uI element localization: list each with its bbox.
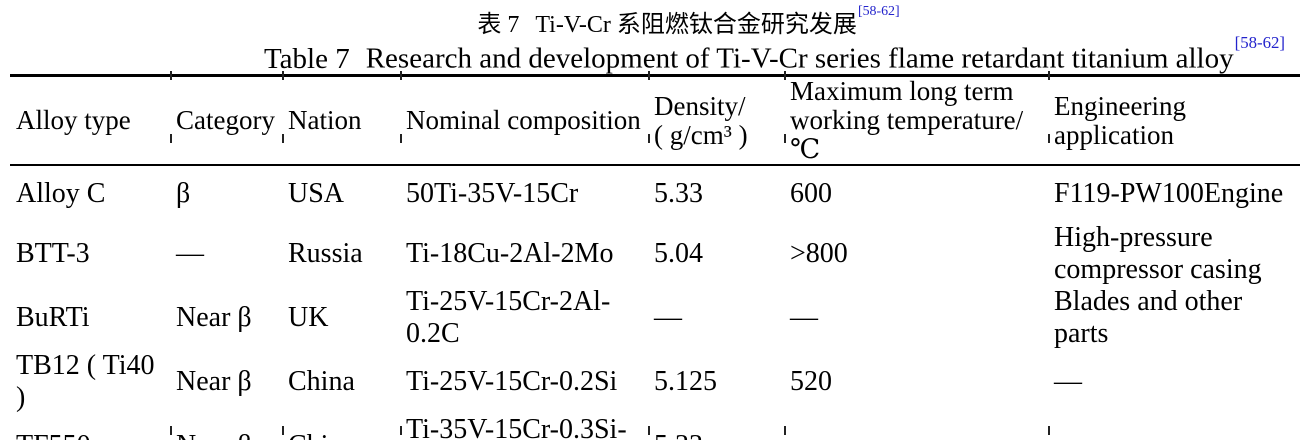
cell-nation: UK <box>288 302 329 333</box>
cell-category: Near β <box>176 366 252 397</box>
table-caption-en-text: Research and development of Ti-V-Cr seri… <box>365 42 1234 75</box>
cell-density: 5.33 <box>648 414 784 440</box>
column-tick <box>400 134 402 143</box>
cell-alloy-type: BuRTi <box>16 302 90 333</box>
table-caption-zh-text: Ti-V-Cr 系阻燃钛合金研究发展 <box>535 12 857 38</box>
cell-composition: Ti-18Cu-2Al-2Mo <box>406 238 614 269</box>
column-tick <box>784 71 786 80</box>
table-row-btt-3: BTT-3 — Russia Ti-18Cu-2Al-2Mo 5.04 >800… <box>10 222 1300 286</box>
cell-category: Near β <box>176 302 252 333</box>
table-row-tf550: TF550 Near β China Ti-35V-15Cr-0.3Si-0.1… <box>10 414 1300 440</box>
cell-alloy-type: TB12 ( Ti40 ) <box>16 350 155 413</box>
cell-max-temperature: 600 <box>790 178 832 209</box>
column-header-nominal-composition: Nominal composition <box>400 75 648 166</box>
cell-application: — <box>1054 366 1082 397</box>
column-tick <box>1048 71 1050 80</box>
header-label-line2: ( g/cm³ ) <box>654 119 748 150</box>
column-tick <box>170 134 172 143</box>
column-header-engineering-application: Engineering application <box>1048 75 1300 166</box>
column-tick <box>784 134 786 143</box>
header-label: Maximum long term <box>790 76 1014 106</box>
column-header-nation: Nation <box>282 75 400 166</box>
table-caption-zh: 表 7 Ti-V-Cr 系阻燃钛合金研究发展[58-62] <box>0 4 1309 39</box>
cell-nation: China <box>282 414 400 440</box>
cell-nation: China <box>288 366 355 397</box>
header-label: Nation <box>288 105 362 135</box>
header-label: Density/ <box>654 90 746 121</box>
table-row-burti: BuRTi Near β UK Ti-25V-15Cr-2Al-0.2C — —… <box>10 286 1300 350</box>
cell-category: β <box>176 178 191 209</box>
alloy-table-wrap: Alloy type Category Nation Nominal compo… <box>10 74 1300 440</box>
header-label-line2: working temperature/℃ <box>790 105 1024 164</box>
cell-max-temperature: >800 <box>790 238 848 269</box>
table-row-alloy-c: Alloy C β USA 50Ti-35V-15Cr 5.33 600 F11… <box>10 165 1300 222</box>
column-tick <box>400 426 402 435</box>
cell-alloy-type: Alloy C <box>16 178 106 209</box>
cell-max-temperature: 520 <box>790 366 832 397</box>
cell-application: F119-PW100Engine <box>1054 178 1284 209</box>
header-label: Alloy type <box>16 105 131 135</box>
cell-application: Blades and other parts <box>1054 286 1243 349</box>
cell-nation: Russia <box>288 238 363 269</box>
header-label: Nominal composition <box>406 105 641 135</box>
cell-alloy-type: BTT-3 <box>16 238 90 269</box>
alloy-table: Alloy type Category Nation Nominal compo… <box>10 74 1300 440</box>
column-header-max-working-temperature: Maximum long term working temperature/℃ <box>784 75 1048 166</box>
table-number-en: Table 7 <box>263 42 350 75</box>
column-tick <box>400 71 402 80</box>
cell-alloy-type: TF550 <box>10 414 170 440</box>
column-tick <box>282 426 284 435</box>
column-tick <box>784 426 786 435</box>
cell-density: 5.04 <box>654 238 703 269</box>
cell-max-temperature: — <box>784 414 1048 440</box>
cell-max-temperature: — <box>790 302 818 333</box>
cell-density: 5.125 <box>654 366 717 397</box>
cell-application: High-pressure compressor casing <box>1054 222 1262 285</box>
header-row: Alloy type Category Nation Nominal compo… <box>10 75 1300 166</box>
table-number-zh: 表 7 <box>477 12 520 38</box>
cell-composition: Ti-25V-15Cr-0.2Si <box>406 366 618 397</box>
column-tick <box>1048 134 1050 143</box>
cell-category: Near β <box>170 414 282 440</box>
column-tick <box>1048 426 1050 435</box>
cell-composition: 50Ti-35V-15Cr <box>406 178 579 209</box>
table-row-tb12-ti40: TB12 ( Ti40 ) Near β China Ti-25V-15Cr-0… <box>10 350 1300 414</box>
column-header-category: Category <box>170 75 282 166</box>
column-tick <box>282 71 284 80</box>
column-tick <box>648 426 650 435</box>
column-tick <box>282 134 284 143</box>
cell-application: — <box>1048 414 1300 440</box>
cell-density: 5.33 <box>654 178 703 209</box>
citation-ref-en[interactable]: [58-62] <box>1234 32 1286 52</box>
column-header-density: Density/ ( g/cm³ ) <box>648 75 784 166</box>
column-tick <box>648 134 650 143</box>
cell-density: — <box>654 302 682 333</box>
cell-nation: USA <box>288 178 345 209</box>
column-tick <box>648 71 650 80</box>
column-tick <box>170 426 172 435</box>
table-caption-en: Table 7 Research and development of Ti-V-… <box>0 32 1309 75</box>
cell-composition: Ti-25V-15Cr-2Al-0.2C <box>406 286 611 349</box>
column-header-alloy-type: Alloy type <box>10 75 170 166</box>
cell-composition: Ti-35V-15Cr-0.3Si-0.1C <box>406 414 627 440</box>
citation-ref-zh[interactable]: [58-62] <box>857 4 900 20</box>
header-label: Engineering application <box>1054 90 1186 150</box>
column-tick <box>170 71 172 80</box>
cell-category: — <box>176 238 204 269</box>
header-label: Category <box>176 105 275 135</box>
